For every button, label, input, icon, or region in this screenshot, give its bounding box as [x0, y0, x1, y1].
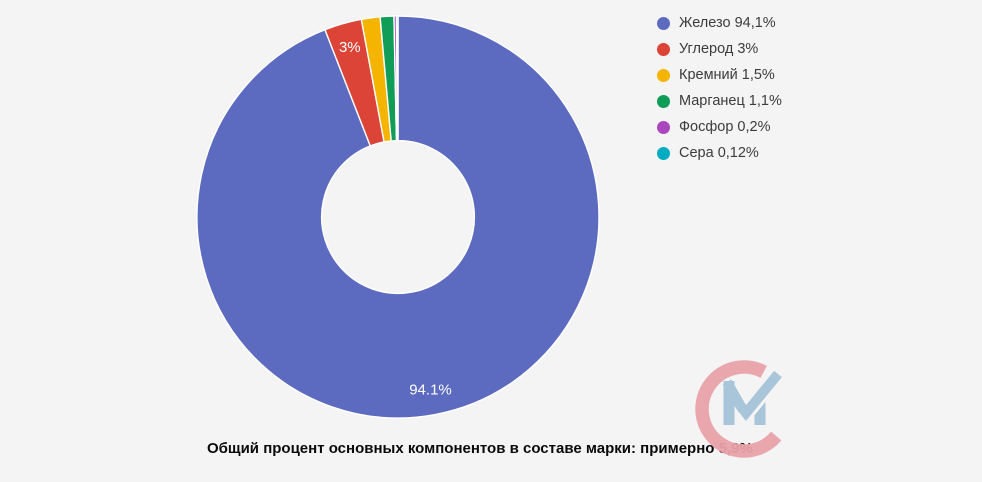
legend-label: Железо 94,1% — [679, 15, 776, 31]
pie-slice-Сера[interactable] — [395, 15, 399, 142]
legend-swatch-icon — [657, 94, 670, 108]
legend-swatch-icon — [657, 68, 670, 82]
legend-item-Кремний: Кремний 1,5% — [657, 67, 782, 83]
legend-label: Марганец 1,1% — [679, 93, 782, 109]
logo-c-ring — [695, 360, 782, 458]
legend-label: Фосфор 0,2% — [679, 119, 771, 135]
cm-logo-watermark — [695, 360, 785, 458]
slice-label-Углерод: 3% — [339, 39, 361, 56]
legend-swatch-icon — [657, 42, 670, 56]
legend-label: Углерод 3% — [679, 41, 759, 57]
legend-item-Марганец: Марганец 1,1% — [657, 93, 782, 109]
donut-chart: 94.1% 3% — [196, 15, 600, 419]
legend-item-Фосфор: Фосфор 0,2% — [657, 119, 782, 135]
legend-swatch-icon — [657, 146, 670, 160]
legend-item-Сера: Сера 0,12% — [657, 145, 782, 161]
legend-item-Углерод: Углерод 3% — [657, 41, 782, 57]
chart-legend: Железо 94,1% Углерод 3% Кремний 1,5% Марган… — [657, 15, 782, 171]
legend-label: Сера 0,12% — [679, 145, 759, 161]
legend-swatch-icon — [657, 16, 670, 30]
chart-caption: Общий процент основных компонентов в сос… — [207, 440, 753, 457]
legend-label: Кремний 1,5% — [679, 67, 775, 83]
logo-m-diagonal — [722, 379, 748, 413]
slice-label-Железо: 94.1% — [409, 382, 452, 399]
pie-slice-Железо[interactable] — [196, 15, 600, 419]
legend-item-Железо: Железо 94,1% — [657, 15, 782, 31]
legend-swatch-icon — [657, 120, 670, 134]
